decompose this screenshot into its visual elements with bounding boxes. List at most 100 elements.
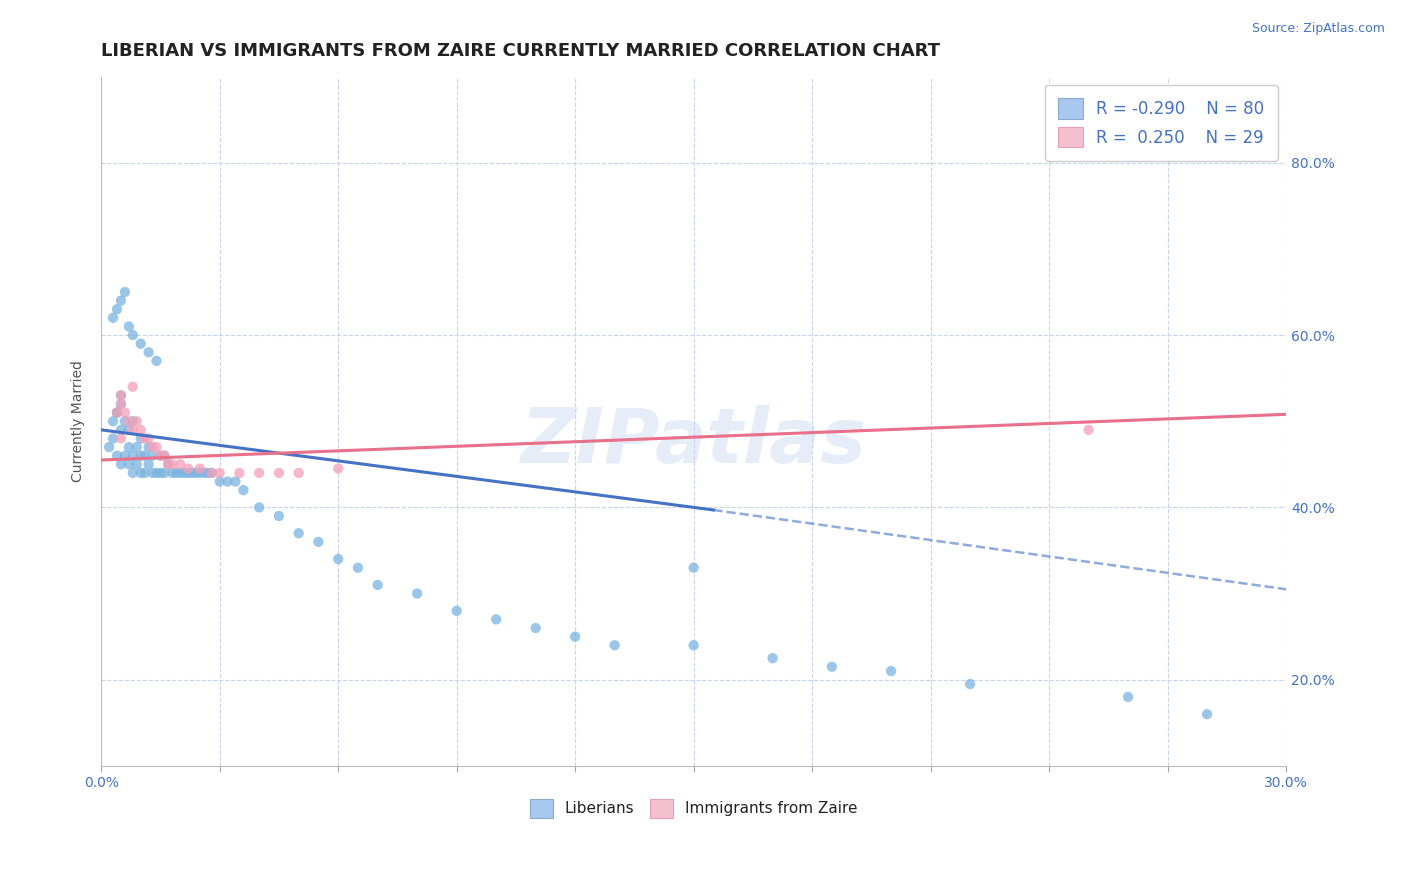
Point [177,461,200,475]
Point [153,449,176,463]
Point [114,449,136,463]
Point [118,458,141,472]
Point [1195,707,1218,722]
Point [129,466,152,480]
Point [162,458,184,472]
Point [762,651,785,665]
Point [138,432,160,446]
Point [228,466,250,480]
Point [446,604,468,618]
Point [110,293,132,308]
Point [193,466,215,480]
Point [153,466,176,480]
Point [149,466,172,480]
Point [367,578,389,592]
Point [105,406,128,420]
Point [1077,423,1099,437]
Legend: Liberians, Immigrants from Zaire: Liberians, Immigrants from Zaire [523,793,863,823]
Point [110,397,132,411]
Point [347,560,370,574]
Point [149,449,172,463]
Point [114,285,136,299]
Point [682,560,704,574]
Point [105,449,128,463]
Point [217,475,239,489]
Point [121,414,143,428]
Y-axis label: Currently Married: Currently Married [72,360,86,483]
Point [129,336,152,351]
Point [247,500,270,515]
Text: LIBERIAN VS IMMIGRANTS FROM ZAIRE CURRENTLY MARRIED CORRELATION CHART: LIBERIAN VS IMMIGRANTS FROM ZAIRE CURREN… [101,42,941,60]
Point [328,552,350,566]
Point [121,380,143,394]
Point [105,302,128,317]
Point [138,345,160,359]
Point [1116,690,1139,704]
Point [121,466,143,480]
Point [247,466,270,480]
Point [110,458,132,472]
Point [201,466,224,480]
Point [184,466,207,480]
Point [125,414,148,428]
Point [142,440,165,454]
Point [105,406,128,420]
Point [307,534,329,549]
Point [118,414,141,428]
Point [121,449,143,463]
Point [224,475,246,489]
Point [201,466,224,480]
Point [149,449,172,463]
Point [153,449,176,463]
Point [101,414,124,428]
Point [125,440,148,454]
Point [959,677,981,691]
Point [406,586,429,600]
Point [98,440,121,454]
Point [134,466,156,480]
Point [110,388,132,402]
Point [121,328,143,343]
Point [880,664,903,678]
Text: ZIPatlas: ZIPatlas [520,405,866,479]
Point [138,440,160,454]
Point [165,466,187,480]
Point [145,440,167,454]
Point [328,461,350,475]
Point [145,466,167,480]
Point [267,508,290,523]
Point [524,621,547,635]
Point [188,461,211,475]
Point [208,475,231,489]
Point [287,466,309,480]
Point [197,466,219,480]
Point [101,432,124,446]
Point [110,423,132,437]
Point [110,388,132,402]
Point [157,458,180,472]
Point [287,526,309,541]
Point [603,638,626,652]
Point [142,466,165,480]
Point [181,466,204,480]
Point [564,630,586,644]
Text: Source: ZipAtlas.com: Source: ZipAtlas.com [1251,22,1385,36]
Point [173,466,195,480]
Point [110,397,132,411]
Point [105,406,128,420]
Point [188,466,211,480]
Point [118,440,141,454]
Point [114,406,136,420]
Point [134,432,156,446]
Point [145,354,167,368]
Point [129,432,152,446]
Point [169,458,191,472]
Point [121,423,143,437]
Point [177,466,200,480]
Point [157,458,180,472]
Point [125,458,148,472]
Point [208,466,231,480]
Point [129,423,152,437]
Point [114,414,136,428]
Point [138,458,160,472]
